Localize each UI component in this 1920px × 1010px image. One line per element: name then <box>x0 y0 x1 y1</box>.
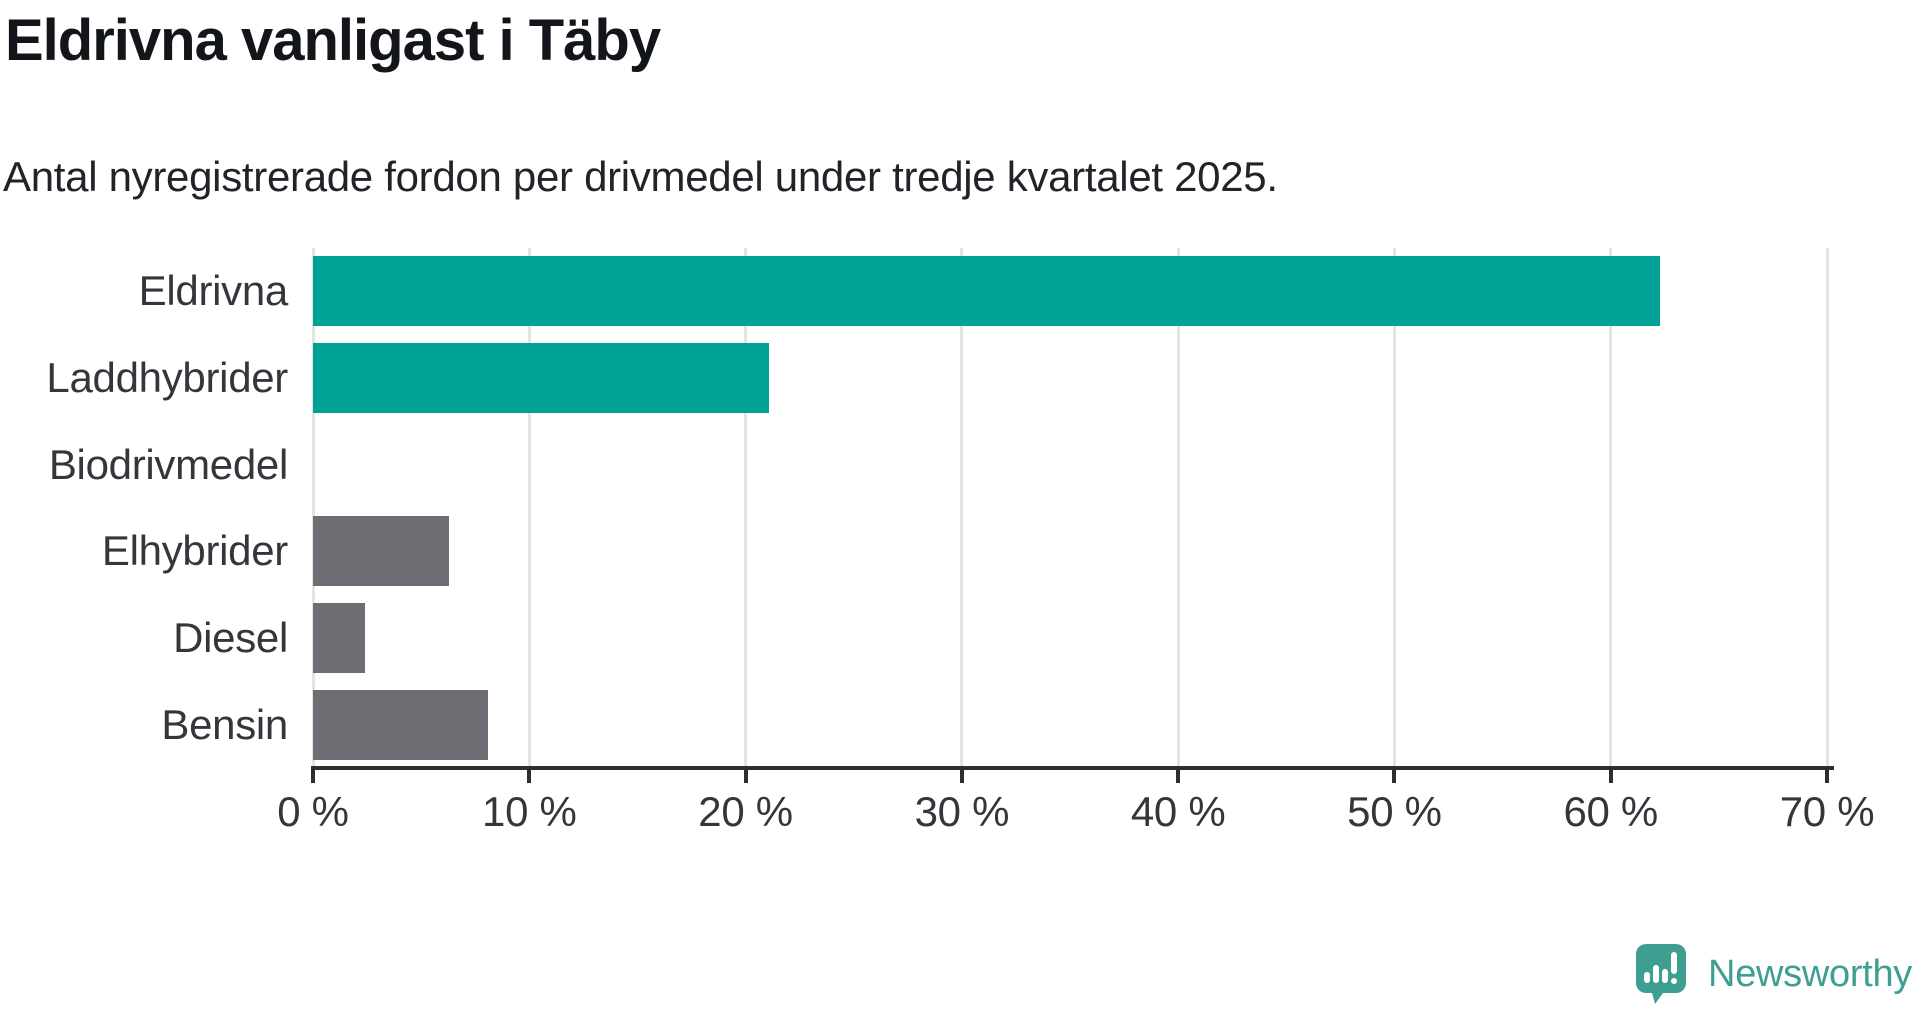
x-tick-label-70: 70 % <box>1779 788 1875 835</box>
x-tick-label-20: 20 % <box>698 788 793 835</box>
category-label-laddhybrider: Laddhybrider <box>46 354 288 401</box>
bar-elhybrider <box>313 516 450 587</box>
gridline-20 <box>744 248 748 768</box>
gridline-10 <box>527 248 531 768</box>
gridline-50 <box>1392 248 1396 768</box>
x-tick-label-40: 40 % <box>1130 788 1226 835</box>
gridline-40 <box>1176 248 1180 768</box>
category-label-elhybrider: Elhybrider <box>101 527 288 575</box>
category-label-diesel: Diesel <box>173 614 288 662</box>
x-tick-mark-0 <box>311 770 315 783</box>
gridline-70 <box>1825 248 1829 768</box>
gridline-60 <box>1609 248 1613 768</box>
newsworthy-logo: Newsworthy <box>1636 944 1912 1004</box>
bar-diesel <box>313 603 365 673</box>
category-label-bensin: Bensin <box>161 700 288 748</box>
x-tick-mark-70 <box>1825 770 1829 783</box>
x-axis-line <box>311 766 1834 770</box>
x-tick-mark-30 <box>959 770 964 783</box>
x-tick-mark-40 <box>1176 770 1181 783</box>
category-label-eldrivna: Eldrivna <box>138 267 289 315</box>
gridline-30 <box>960 248 964 768</box>
category-axis-labels: Eldrivna Laddhybrider Biodrivmedel Elhybrid… <box>0 248 288 768</box>
gridline-0 <box>311 248 315 768</box>
x-tick-mark-50 <box>1392 770 1397 783</box>
x-tick-label-30: 30 % <box>914 788 1010 835</box>
x-tick-label-50: 50 % <box>1347 788 1442 835</box>
x-tick-mark-10 <box>527 770 532 783</box>
plot-area <box>311 248 1829 768</box>
newsworthy-speech-bubble-barchart-icon <box>1636 944 1687 1004</box>
newsworthy-logo-text: Newsworthy <box>1708 952 1912 995</box>
x-tick-mark-60 <box>1608 770 1613 783</box>
x-tick-label-10: 10 % <box>482 788 577 835</box>
x-tick-label-60: 60 % <box>1563 788 1658 835</box>
bar-bensin <box>313 689 489 760</box>
x-tick-mark-20 <box>743 770 748 783</box>
chart-title: Eldrivna vanligast i Täby <box>5 8 661 73</box>
chart-subtitle: Antal nyregistrerade fordon per drivmede… <box>3 153 1278 200</box>
bar-eldrivna <box>313 256 1661 327</box>
category-label-biodrivmedel: Biodrivmedel <box>48 440 288 488</box>
x-tick-label-0: 0 % <box>277 788 349 835</box>
bar-laddhybrider <box>313 343 770 413</box>
